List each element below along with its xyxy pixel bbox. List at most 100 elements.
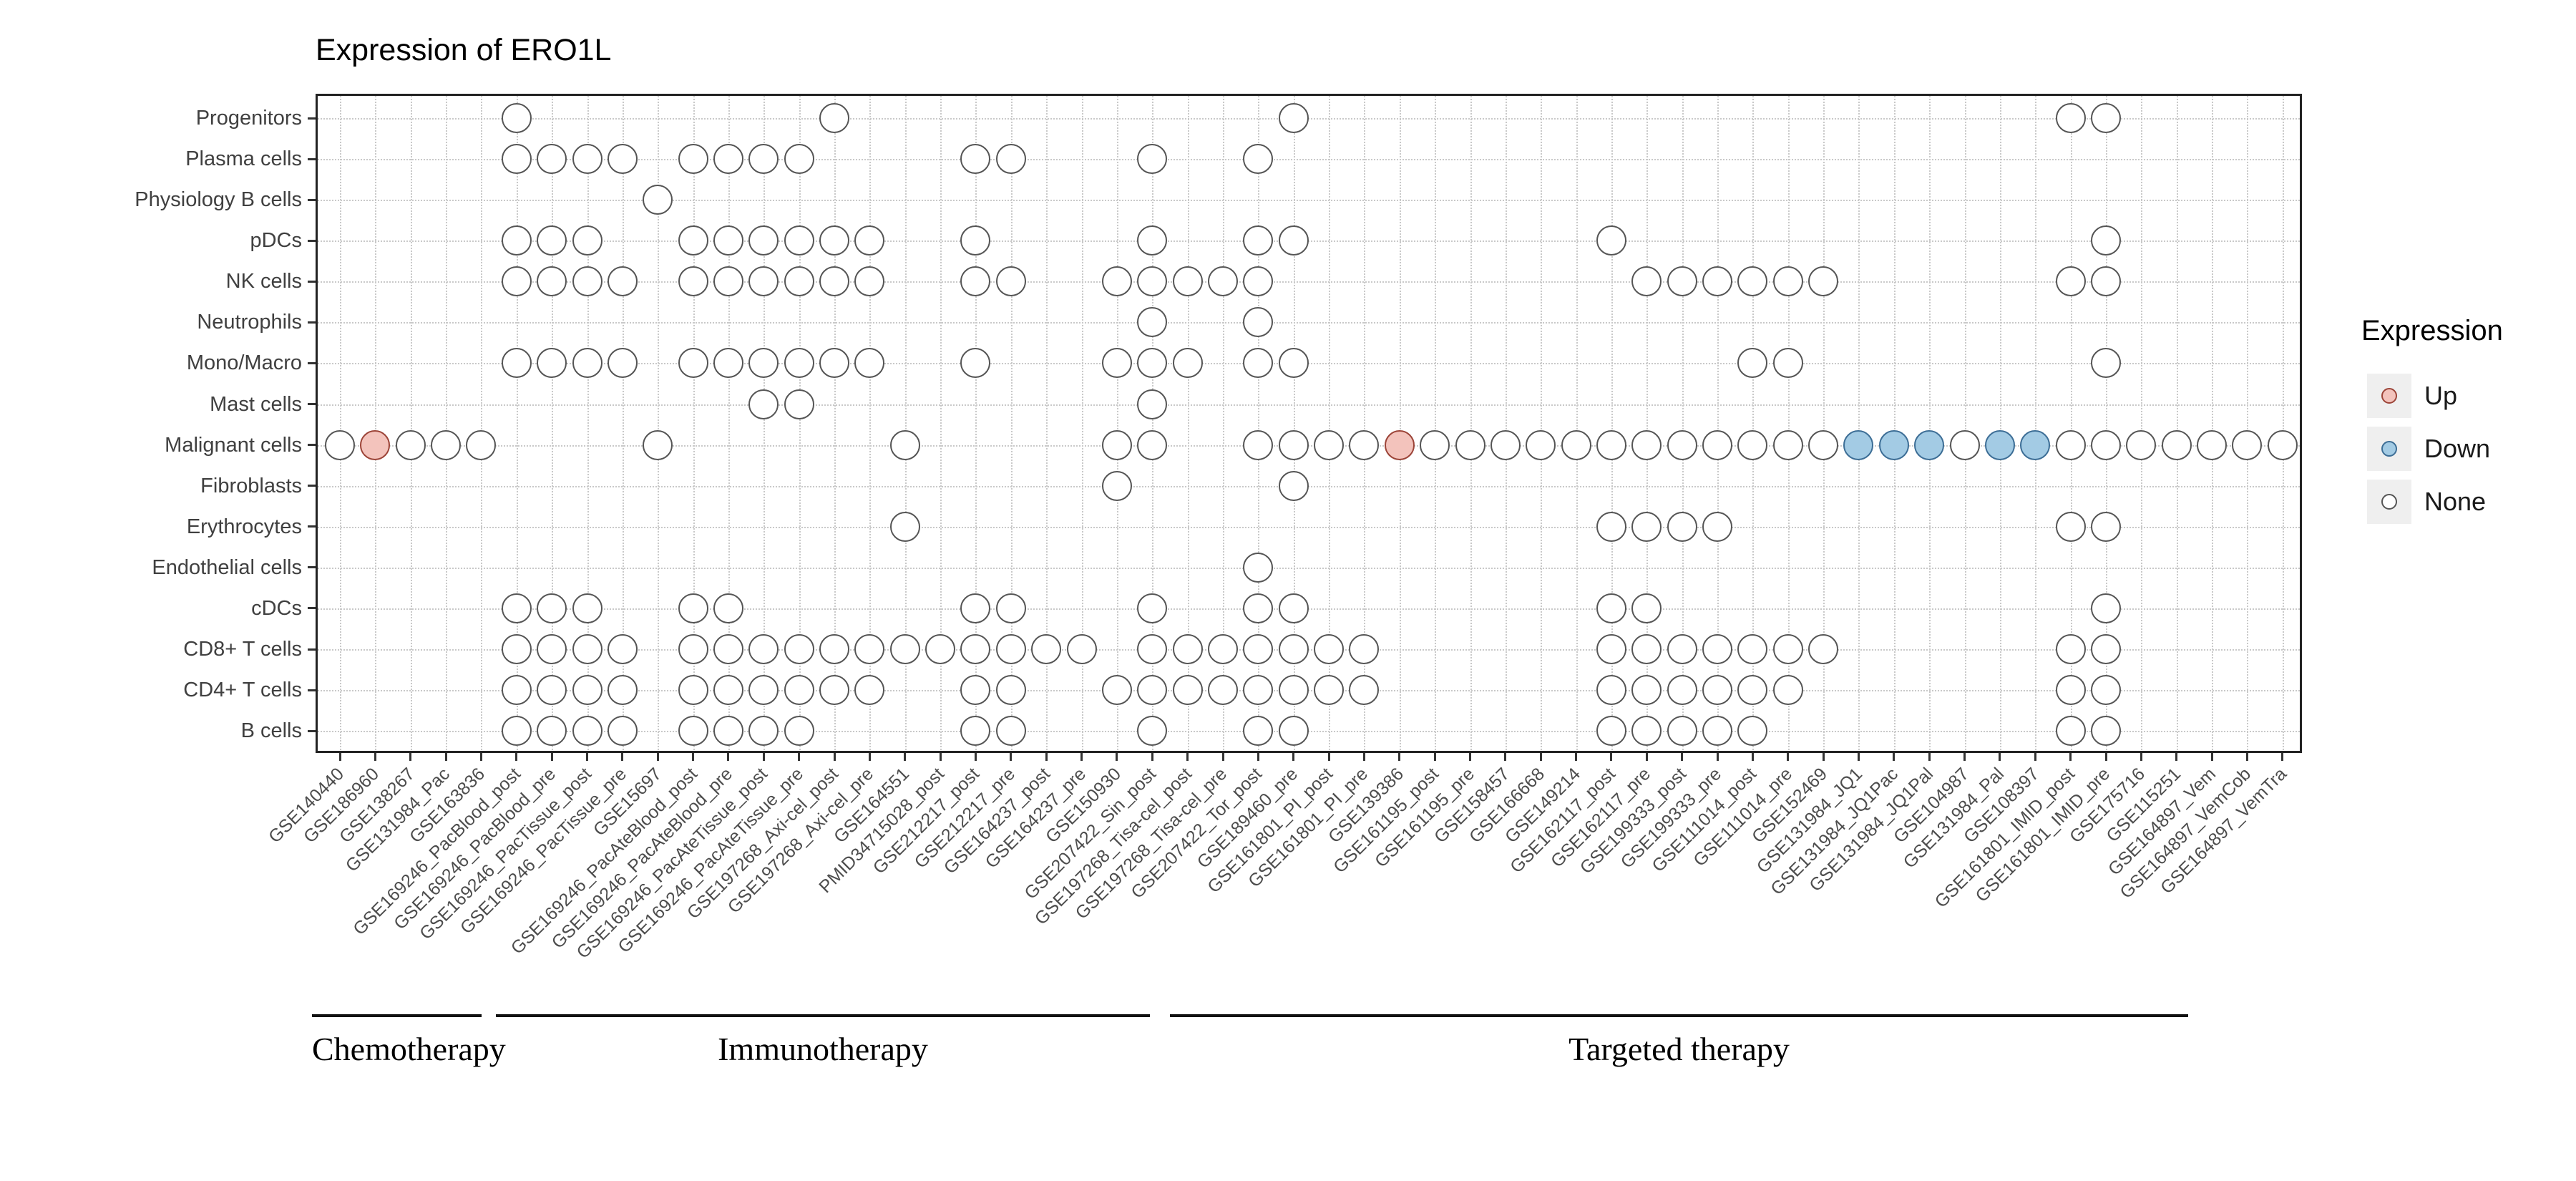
dot-none <box>1808 634 1839 665</box>
dot-none <box>1278 634 1309 665</box>
grid-line-vertical <box>587 94 589 753</box>
dot-none <box>889 511 920 542</box>
x-axis-tick <box>2104 753 2107 761</box>
dot-none <box>1349 634 1380 665</box>
dot-none <box>1737 675 1768 706</box>
dot-none <box>960 225 991 256</box>
dot-down <box>2020 429 2051 460</box>
dot-none <box>2055 634 2086 665</box>
dot-none <box>501 634 532 665</box>
dot-none <box>784 225 814 256</box>
dot-none <box>748 675 779 706</box>
grid-line-vertical <box>481 94 483 753</box>
grid-line-horizontal <box>316 322 2302 324</box>
grid-line-vertical <box>1646 94 1649 753</box>
grid-line-vertical <box>2141 94 2143 753</box>
dot-none <box>572 266 602 297</box>
dot-none <box>784 144 814 175</box>
y-axis-tick <box>308 485 316 487</box>
dot-none <box>1278 675 1309 706</box>
dot-none <box>819 634 850 665</box>
dot-none <box>713 348 743 379</box>
grid-line-vertical <box>904 94 907 753</box>
dot-none <box>995 144 1026 175</box>
dot-none <box>960 675 991 706</box>
x-axis-tick <box>2069 753 2072 761</box>
dot-none <box>1808 429 1839 460</box>
dot-none <box>1278 348 1309 379</box>
grid-line-vertical <box>763 94 766 753</box>
x-axis-tick <box>1292 753 1295 761</box>
dot-none <box>1278 716 1309 747</box>
x-axis-tick <box>1045 753 1048 761</box>
dot-none <box>678 266 708 297</box>
x-axis-tick <box>1116 753 1118 761</box>
dot-none <box>643 185 673 215</box>
dot-none <box>925 634 956 665</box>
x-axis-tick <box>1469 753 1472 761</box>
dot-none <box>678 675 708 706</box>
y-axis-label: B cells <box>240 719 302 743</box>
grid-line-horizontal <box>316 281 2302 283</box>
dot-none <box>1667 716 1697 747</box>
x-axis-tick <box>1539 753 1542 761</box>
dot-none <box>1172 675 1203 706</box>
grid-line-vertical <box>799 94 801 753</box>
grid-line-vertical <box>1435 94 1437 753</box>
dot-none <box>325 429 355 460</box>
grid-line-horizontal <box>316 649 2302 651</box>
dot-none <box>2091 634 2121 665</box>
x-axis-tick <box>2210 753 2213 761</box>
dot-none <box>501 103 532 133</box>
x-axis-tick <box>586 753 589 761</box>
dot-none <box>572 144 602 175</box>
dot-none <box>1243 225 1274 256</box>
dot-none <box>431 429 462 460</box>
dot-none <box>607 716 638 747</box>
dot-none <box>1667 511 1697 542</box>
x-axis-tick <box>1999 753 2001 761</box>
x-axis-tick <box>2140 753 2142 761</box>
therapy-group-line <box>312 1014 482 1017</box>
x-axis-tick <box>1822 753 1825 761</box>
dot-none <box>854 634 885 665</box>
dot-none <box>748 389 779 419</box>
y-axis-tick <box>308 729 316 732</box>
grid-line-horizontal <box>316 731 2302 733</box>
x-axis-tick <box>1645 753 1648 761</box>
dot-none <box>1737 429 1768 460</box>
y-axis-label: Physiology B cells <box>135 188 302 212</box>
dot-none <box>1702 634 1733 665</box>
dot-none <box>678 225 708 256</box>
dot-none <box>1208 634 1238 665</box>
dot-none <box>1772 266 1803 297</box>
legend-title: Expression <box>2361 315 2503 346</box>
dot-none <box>501 716 532 747</box>
y-axis-tick <box>308 198 316 201</box>
dot-none <box>607 348 638 379</box>
dot-none <box>960 634 991 665</box>
grid-line-horizontal <box>316 159 2302 161</box>
dot-none <box>572 348 602 379</box>
y-axis-label: Endothelial cells <box>152 555 302 579</box>
dot-none <box>713 634 743 665</box>
x-axis-tick <box>1010 753 1013 761</box>
dot-none <box>748 716 779 747</box>
dot-none <box>1772 675 1803 706</box>
dot-up <box>360 429 391 460</box>
dot-none <box>537 144 567 175</box>
y-axis-label: NK cells <box>225 270 302 293</box>
grid-line-vertical <box>1752 94 1755 753</box>
x-axis-tick <box>1928 753 1931 761</box>
therapy-group-label: Immunotherapy <box>718 1031 928 1067</box>
dot-none <box>819 348 850 379</box>
grid-line-vertical <box>410 94 412 753</box>
x-axis-tick <box>656 753 659 761</box>
dot-none <box>819 675 850 706</box>
dot-none <box>1137 225 1168 256</box>
grid-line-vertical <box>2070 94 2072 753</box>
dot-none <box>1137 593 1168 623</box>
dot-none <box>2055 511 2086 542</box>
dot-none <box>1172 266 1203 297</box>
x-axis-tick <box>1504 753 1507 761</box>
